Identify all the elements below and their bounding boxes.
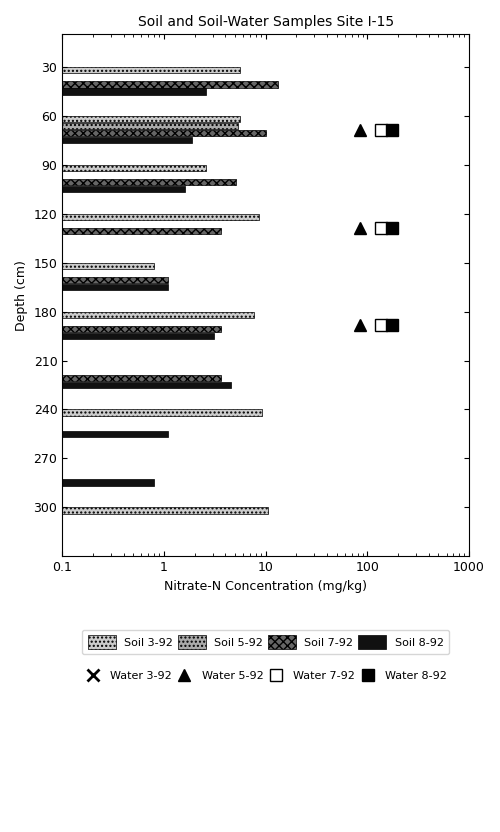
Bar [62, 228, 220, 235]
Bar [62, 284, 168, 290]
Bar [62, 430, 168, 437]
Bar [62, 333, 214, 339]
Bar [62, 81, 278, 87]
Bar [62, 130, 266, 136]
Bar [62, 179, 236, 186]
Bar [62, 382, 232, 388]
Bar [62, 123, 238, 130]
Bar [62, 137, 192, 143]
Bar [62, 277, 168, 283]
Bar [62, 214, 259, 220]
Bar [62, 479, 154, 486]
Bar [62, 116, 240, 122]
X-axis label: Nitrate-N Concentration (mg/kg): Nitrate-N Concentration (mg/kg) [164, 580, 367, 592]
Bar [62, 263, 154, 270]
Bar [62, 186, 184, 192]
Bar [62, 88, 206, 95]
Legend: Water 3-92, Water 5-92, Water 7-92, Water 8-92: Water 3-92, Water 5-92, Water 7-92, Wate… [80, 666, 452, 685]
Title: Soil and Soil-Water Samples Site I-15: Soil and Soil-Water Samples Site I-15 [138, 15, 394, 29]
Bar [62, 312, 254, 318]
Bar [62, 374, 220, 381]
Bar [62, 508, 268, 514]
Y-axis label: Depth (cm): Depth (cm) [15, 260, 28, 331]
Bar [62, 409, 262, 416]
Bar [62, 325, 220, 332]
Bar [62, 67, 240, 73]
Bar [62, 165, 206, 171]
